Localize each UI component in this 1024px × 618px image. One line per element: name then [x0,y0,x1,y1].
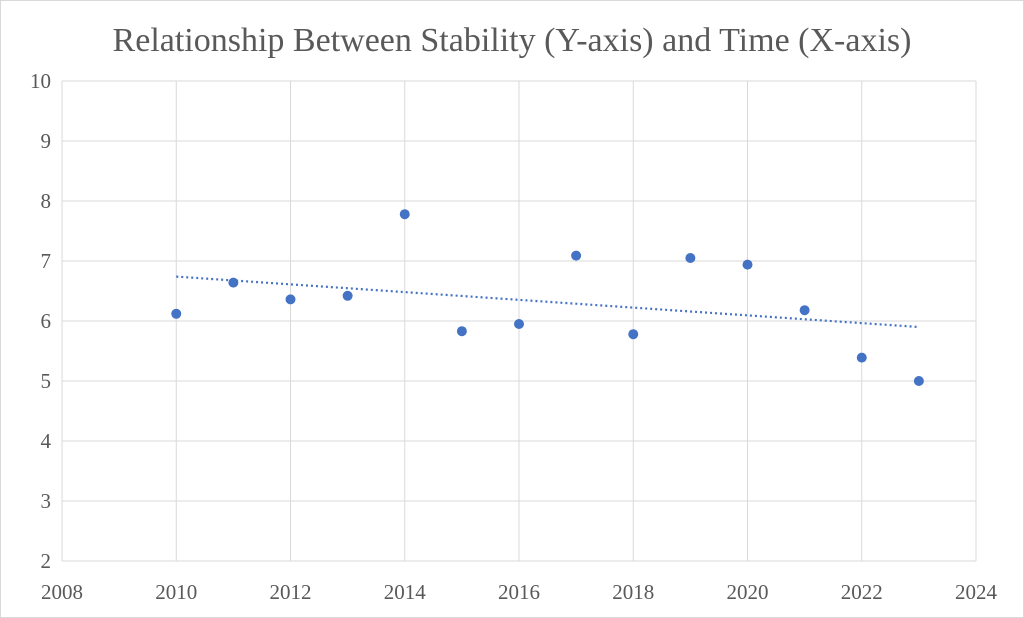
scatter-point [171,308,182,319]
scatter-point [913,376,924,386]
x-tick-label: 2020 [727,580,769,604]
y-tick-label: 4 [41,429,52,453]
scatter-point [799,305,810,316]
x-tick-label: 2012 [270,580,312,604]
scatter-point [399,209,410,220]
x-tick-label: 2010 [155,580,197,604]
scatter-point [228,277,239,288]
trendline-layer [176,275,919,329]
scatter-point [571,250,582,261]
x-tick-label: 2008 [41,580,83,604]
chart-title: Relationship Between Stability (Y-axis) … [113,22,912,59]
x-tick-label: 2016 [498,580,540,604]
scatter-point [742,259,753,270]
scatter-point [856,352,867,363]
scatter-point [285,294,296,305]
data-points [171,209,924,386]
y-tick-label: 2 [41,549,52,573]
y-tick-label: 9 [41,129,52,153]
y-tick-label: 8 [41,189,52,213]
y-tick-label: 10 [30,69,51,93]
scatter-point [456,326,467,337]
x-tick-label: 2018 [612,580,654,604]
y-tick-label: 7 [41,249,52,273]
x-tick-label: 2014 [384,580,427,604]
y-tick-label: 5 [41,369,52,393]
scatter-point [628,329,639,340]
axis-tick-labels: 2 3 4 5 6 7 8 9 10 2008 2010 2012 2014 2016 2018 2020 20… [30,69,998,604]
scatter-point [514,319,524,329]
scatter-point [685,253,696,263]
y-tick-label: 3 [41,489,52,513]
x-tick-label: 2022 [841,580,883,604]
scatter-point [342,290,353,301]
linear-trendline [176,275,919,329]
x-tick-label: 2024 [955,580,998,604]
y-tick-label: 6 [41,309,52,333]
